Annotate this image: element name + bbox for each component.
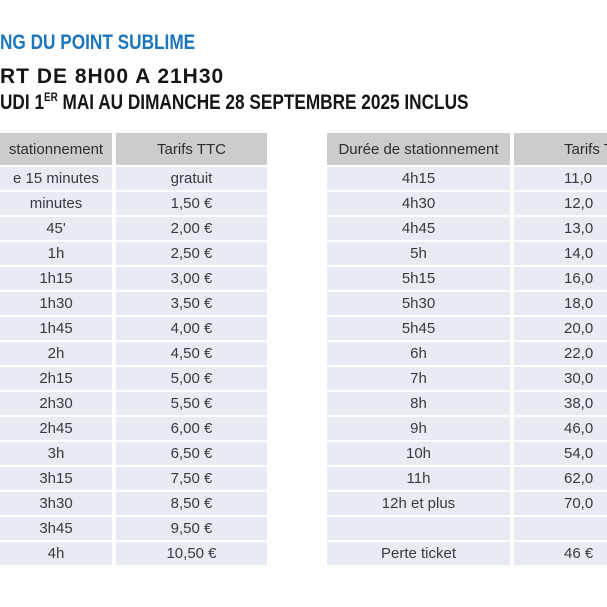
duration-cell: 2h [0,342,112,365]
duration-cell: 5h15 [327,267,510,290]
duration-cell: Perte ticket [327,542,510,565]
price-cell: 14,0 [514,242,607,265]
price-cell: 6,50 € [116,442,267,465]
duration-cell: 1h [0,242,112,265]
column-header-duration-right: Durée de stationnement [327,133,510,165]
duration-cell: e 15 minutes [0,167,112,190]
duration-cell: 45' [0,217,112,240]
duration-cell: 7h [327,367,510,390]
price-cell: 70,0 [514,492,607,515]
price-cell: 4,50 € [116,342,267,365]
validity-period-rest: MAI AU DIMANCHE 28 SEPTEMBRE 2025 INCLUS [57,91,469,114]
price-cell: 5,50 € [116,392,267,415]
duration-cell: 4h15 [327,167,510,190]
validity-period-line: UDI 1ER MAI AU DIMANCHE 28 SEPTEMBRE 202… [0,90,469,115]
price-cell: 4,00 € [116,317,267,340]
price-cell: 10,50 € [116,542,267,565]
duration-cell: 8h [327,392,510,415]
price-cell: 9,50 € [116,517,267,540]
price-cell: 18,0 [514,292,607,315]
duration-cell: 3h [0,442,112,465]
duration-cell: 11h [327,467,510,490]
duration-cell: 4h45 [327,217,510,240]
page-title: NG DU POINT SUBLIME [0,31,196,54]
price-cell: 11,0 [514,167,607,190]
price-cell: 30,0 [514,367,607,390]
price-cell: 12,0 [514,192,607,215]
price-cell: 54,0 [514,442,607,465]
duration-cell: 9h [327,417,510,440]
price-cell: 2,50 € [116,242,267,265]
duration-cell: 3h15 [0,467,112,490]
price-cell: 2,00 € [116,217,267,240]
duration-cell: 5h30 [327,292,510,315]
price-cell: 38,0 [514,392,607,415]
tariff-table-left: stationnement Tarifs TTC e 15 minutes gra… [0,133,267,565]
price-cell: 20,0 [514,317,607,340]
duration-cell: 4h [0,542,112,565]
column-header-duration-left: stationnement [0,133,112,165]
price-cell: 3,00 € [116,267,267,290]
duration-cell: 10h [327,442,510,465]
price-cell: 46,0 [514,417,607,440]
duration-cell: 2h30 [0,392,112,415]
price-cell: 7,50 € [116,467,267,490]
duration-cell: 5h [327,242,510,265]
price-cell: 62,0 [514,467,607,490]
duration-cell: 3h30 [0,492,112,515]
price-cell: 16,0 [514,267,607,290]
duration-cell: 1h30 [0,292,112,315]
column-header-price-right: Tarifs T [514,133,607,165]
duration-cell [327,517,510,540]
duration-cell: 1h45 [0,317,112,340]
duration-cell: 6h [327,342,510,365]
price-cell [514,517,607,540]
price-cell: 46 € [514,542,607,565]
price-cell: 6,00 € [116,417,267,440]
price-cell: 13,0 [514,217,607,240]
duration-cell: 3h45 [0,517,112,540]
price-cell: 5,00 € [116,367,267,390]
price-cell: 22,0 [514,342,607,365]
duration-cell: 4h30 [327,192,510,215]
duration-cell: 1h15 [0,267,112,290]
duration-cell: 5h45 [327,317,510,340]
column-header-price-left: Tarifs TTC [116,133,267,165]
tariff-table-right: Durée de stationnement Tarifs T 4h1511,0… [327,133,607,565]
opening-hours-line: RT DE 8H00 A 21H30 [0,65,225,88]
validity-period-prefix: UDI 1 [0,91,45,114]
duration-cell: 2h15 [0,367,112,390]
price-cell: gratuit [116,167,267,190]
price-cell: 3,50 € [116,292,267,315]
duration-cell: minutes [0,192,112,215]
duration-cell: 12h et plus [327,492,510,515]
price-cell: 1,50 € [116,192,267,215]
price-cell: 8,50 € [116,492,267,515]
duration-cell: 2h45 [0,417,112,440]
validity-period-superscript: ER [44,90,58,104]
